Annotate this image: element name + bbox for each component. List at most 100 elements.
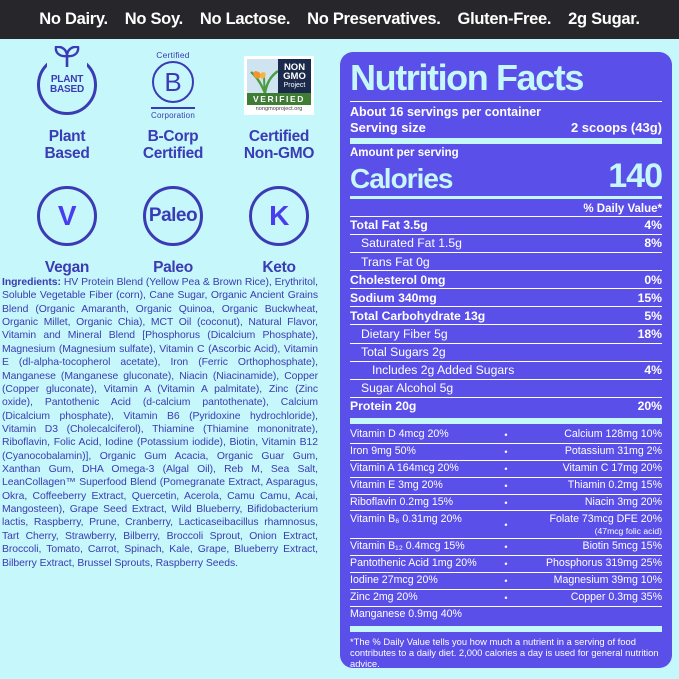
micronutrient-right: Copper 0.3mg 35%	[570, 591, 662, 604]
nutrition-facts-panel: Nutrition Facts About 16 servings per co…	[340, 52, 672, 670]
divider	[350, 270, 662, 272]
nutrient-row: Cholesterol 0mg 0%	[350, 271, 662, 288]
nutrient-name: Sodium 340mg	[350, 290, 437, 305]
micronutrient-left: Manganese 0.9mg 40%	[350, 608, 462, 621]
claim-no-preservatives: No Preservatives.	[307, 10, 441, 28]
plant-based-inner-text-1: PLANT	[50, 73, 84, 85]
butterfly-grass-art	[247, 58, 278, 93]
badge-label-line2: Non-GMO	[243, 145, 315, 163]
nutrient-row: Saturated Fat 1.5g 8%	[350, 235, 662, 252]
divider	[350, 538, 662, 540]
keto-letter: K	[269, 199, 289, 231]
bullet-separator-icon: •	[504, 519, 508, 530]
bullet-separator-icon: •	[504, 497, 508, 508]
divider	[350, 476, 662, 478]
amount-per-serving-label: Amount per serving	[350, 146, 459, 159]
nutrition-facts-title: Nutrition Facts	[350, 57, 584, 98]
nutrient-rows: Total Fat 3.5g 4% Saturated Fat 1.5g 8% Tran…	[350, 215, 662, 415]
micronutrient-row: Iron 9mg 50% • Potassium 31mg 2%	[350, 444, 662, 460]
plant-based-icon: PLANT BASED	[37, 45, 97, 122]
nutrient-row: Total Sugars 2g	[350, 344, 662, 361]
micronutrient-right: Magnesium 39mg 10%	[553, 574, 662, 587]
ingredients-body: HV Protein Blend (Yellow Pea & Brown Ric…	[2, 277, 318, 569]
micronutrient-row: Manganese 0.9mg 40%	[350, 607, 662, 623]
leaf-icon	[47, 45, 87, 67]
claim-gluten-free: Gluten-Free.	[457, 10, 552, 28]
divider	[350, 215, 662, 217]
divider	[350, 571, 662, 573]
divider	[350, 233, 662, 235]
micronutrient-left: Iron 9mg 50%	[350, 445, 416, 458]
servings-per-container: About 16 servings per container	[350, 105, 542, 119]
nutrient-name: Trans Fat 0g	[361, 254, 430, 269]
b-corp-letter: B	[164, 66, 182, 97]
divider	[350, 396, 662, 398]
micronutrient-right: Calcium 128mg 10%	[564, 428, 662, 441]
nutrient-name: Protein 20g	[350, 399, 417, 414]
divider	[350, 442, 662, 444]
nutrient-daily-value: 0%	[644, 272, 662, 287]
badge-label-line1: B-Corp	[147, 128, 199, 145]
nutrient-row: Total Carbohydrate 13g 5%	[350, 307, 662, 324]
nutrient-row: Trans Fat 0g	[350, 253, 662, 270]
paleo-icon: Paleo	[143, 179, 203, 253]
divider	[350, 360, 662, 362]
calories-label: Calories	[350, 163, 453, 195]
bullet-separator-icon: •	[504, 558, 508, 569]
nutrient-row: Includes 2g Added Sugars 4%	[350, 362, 662, 379]
micronutrient-row: Vitamin B₆ 0.31mg 20% • Folate 73mcg DFE 2…	[350, 511, 662, 538]
nutrient-daily-value: 4%	[644, 218, 662, 233]
micronutrient-right: Phosphorus 319mg 25%	[545, 557, 662, 570]
divider	[350, 342, 662, 344]
daily-value-footnote: *The % Daily Value tells you how much a …	[350, 635, 659, 670]
micronutrient-right	[514, 607, 662, 623]
nutrient-row: Sugar Alcohol 5g	[350, 380, 662, 397]
divider	[350, 252, 662, 254]
serving-size-value: 2 scoops (43g)	[570, 119, 662, 135]
micronutrient-left: Vitamin A 164mcg 20%	[350, 462, 459, 475]
micronutrient-grid: Vitamin D 4mcg 20% • Calcium 128mg 10% Iron…	[350, 427, 662, 623]
micronutrient-row: Vitamin E 3mg 20% • Thiamin 0.2mg 15%	[350, 478, 662, 494]
micronutrient-right: Biotin 5mcg 15%	[582, 540, 663, 553]
micronutrient-row: Vitamin B₁₂ 0.4mcg 15% • Biotin 5mcg 15%	[350, 539, 662, 555]
micronutrient-left: Pantothenic Acid 1mg 20%	[350, 557, 477, 570]
nutrient-daily-value: 8%	[644, 236, 662, 251]
claim-2g-sugar: 2g Sugar.	[568, 10, 640, 28]
b-corp-bar	[150, 106, 195, 110]
badge-label-line1: Plant	[48, 128, 86, 145]
left-column: PLANT BASED Plant Based Certified B Corp…	[14, 45, 332, 668]
calories-row: Calories 140	[350, 159, 663, 195]
badge-keto: K Keto	[226, 179, 332, 276]
nutrient-daily-value: 4%	[644, 363, 662, 378]
divider	[350, 554, 662, 556]
b-corp-certified-word: Certified	[156, 49, 190, 60]
nutrient-daily-value: 15%	[637, 290, 662, 305]
badge-row-top: PLANT BASED Plant Based Certified B Corp…	[14, 45, 332, 163]
divider-thick-3	[350, 625, 662, 632]
divider	[350, 510, 662, 512]
micronutrient-right: Thiamin 0.2mg 15%	[567, 479, 662, 492]
badge-non-gmo: NON GMO Project VERIFIED nongmoproject.o…	[226, 48, 332, 163]
micronutrient-left: Zinc 2mg 20%	[350, 591, 418, 604]
micronutrient-row: Riboflavin 0.2mg 15% • Niacin 3mg 20%	[350, 495, 662, 511]
micronutrient-row: Zinc 2mg 20% • Copper 0.3mg 35%	[350, 590, 662, 606]
nutrient-name: Includes 2g Added Sugars	[372, 363, 515, 378]
claim-no-soy: No Soy.	[124, 10, 183, 28]
badge-label-paleo: Paleo	[153, 258, 193, 276]
micronutrient-right: Niacin 3mg 20%	[584, 495, 662, 508]
nutrient-daily-value: 20%	[637, 399, 662, 414]
nutrient-daily-value: 5%	[644, 308, 662, 323]
micronutrient-row: Vitamin D 4mcg 20% • Calcium 128mg 10%	[350, 427, 662, 443]
non-gmo-text-non: NON	[283, 61, 306, 73]
nutrient-row: Sodium 340mg 15%	[350, 289, 662, 306]
badge-row-bottom: V Vegan Paleo Paleo K Keto	[14, 179, 332, 276]
nutrient-name: Total Fat 3.5g	[350, 218, 428, 233]
vegan-letter: V	[57, 199, 77, 231]
ingredients-paragraph: Ingredients: HV Protein Blend (Yellow Pe…	[2, 276, 318, 570]
micronutrient-right-main: Folate 73mcg DFE 20%	[549, 512, 662, 525]
non-gmo-project-verified-icon: NON GMO Project VERIFIED nongmoproject.o…	[244, 48, 314, 122]
badge-label-vegan: Vegan	[44, 258, 90, 276]
bullet-separator-icon: •	[504, 480, 508, 491]
paleo-word: Paleo	[148, 204, 198, 226]
non-gmo-text-project: Project	[283, 81, 306, 89]
